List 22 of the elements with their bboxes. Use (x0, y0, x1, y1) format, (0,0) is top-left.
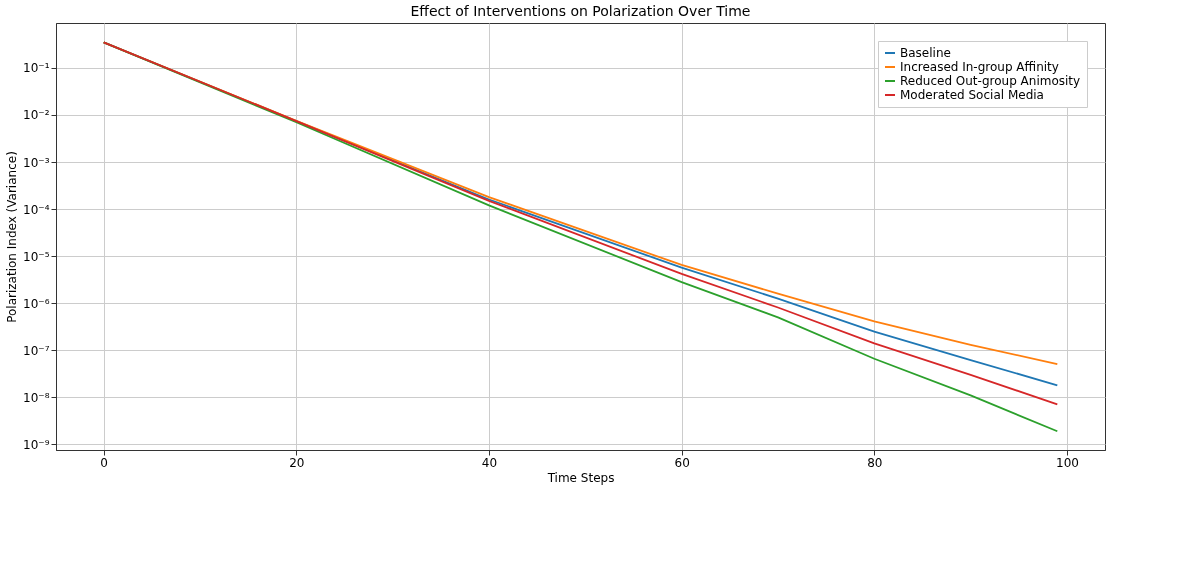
y-tick-label: 10⁻⁷ (23, 343, 50, 358)
y-tick-label: 10⁻¹ (23, 61, 50, 76)
legend-label: Increased In-group Affinity (900, 60, 1059, 74)
x-tick-label: 80 (867, 455, 883, 470)
y-tick-label: 10⁻⁴ (23, 202, 50, 217)
x-tick-label: 60 (674, 455, 690, 470)
x-tick-label: 20 (289, 455, 305, 470)
y-tick-label: 10⁻² (23, 108, 50, 123)
x-tick-label: 100 (1056, 455, 1079, 470)
chart-title: Effect of Interventions on Polarization Over Time (410, 3, 751, 19)
y-axis-title: Polarization Index (Variance) (5, 151, 20, 323)
y-tick-label: 10⁻⁵ (23, 249, 50, 264)
y-tick-label: 10⁻³ (23, 155, 50, 170)
x-axis-title: Time Steps (546, 470, 615, 485)
x-tick-label: 0 (100, 455, 108, 470)
y-tick-label: 10⁻⁸ (23, 390, 50, 405)
legend-label: Reduced Out-group Animosity (900, 74, 1081, 88)
legend-label: Baseline (900, 46, 951, 60)
y-tick-label: 10⁻⁶ (23, 296, 50, 311)
legend-label: Moderated Social Media (900, 88, 1044, 102)
y-tick-label: 10⁻⁹ (23, 437, 50, 452)
x-tick-label: 40 (481, 455, 498, 470)
